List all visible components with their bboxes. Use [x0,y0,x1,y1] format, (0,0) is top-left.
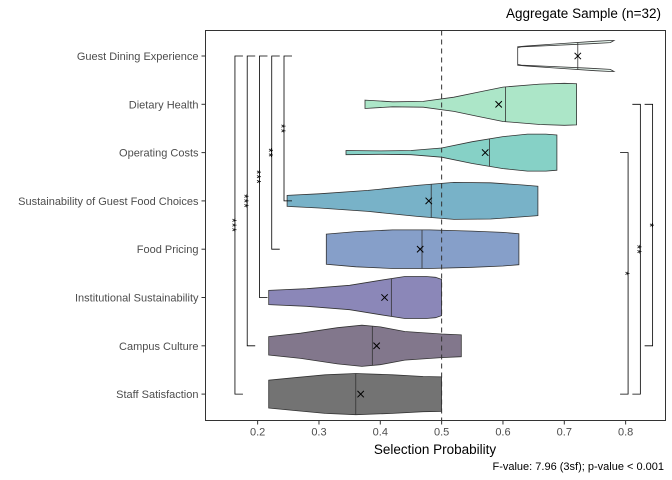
chart-caption: F-value: 7.96 (3sf); p-value < 0.001 [492,461,664,473]
y-axis: Guest Dining Experience Dietary Health Ope… [18,51,206,401]
y-tick-label: Institutional Sustainability [75,293,199,305]
x-tick-label: 0.6 [495,427,510,439]
violin-shape [325,229,520,269]
violin-shape [268,373,442,416]
significance-bracket-0: *** [225,55,243,395]
violin-shape [286,181,539,220]
significance-label: *** [249,170,263,184]
significance-label: ** [274,124,288,134]
violin-shape [345,133,558,172]
significance-bracket-5: * [618,152,632,395]
x-tick-label: 0.3 [311,427,326,439]
y-tick-label: Food Pricing [137,244,199,256]
significance-bracket-3: ** [262,55,280,250]
violin-group-4 [325,229,520,269]
significance-bracket-7: * [642,103,656,347]
y-tick-label: Staff Satisfaction [116,389,198,401]
violin-group-5 [268,276,442,319]
significance-bracket-4: ** [274,55,293,202]
significance-bracket-1: *** [237,55,256,347]
y-tick-label: Campus Culture [119,341,198,353]
violin-group-6 [268,324,462,367]
violin-shape [364,82,577,126]
violin-group-3 [286,181,539,220]
x-tick-label: 0.4 [373,427,388,439]
plot-panel [205,30,666,421]
bracket-line [632,103,641,395]
bracket-line [644,103,654,347]
violin-group-7 [268,373,442,416]
bracket-line [620,152,629,395]
bracket-line [259,55,268,298]
x-tick-label: 0.8 [618,427,633,439]
violin-mean-marker [416,245,424,253]
violin-mean-marker [481,149,489,157]
bracket-line [246,55,256,347]
y-tick-label: Guest Dining Experience [77,51,199,63]
significance-layer: ***************** [225,55,656,395]
y-tick-label: Dietary Health [129,99,199,111]
significance-label: * [618,271,632,276]
bracket-line [283,55,293,202]
violin-mean-marker [357,390,365,398]
x-tick-label: 0.5 [434,427,449,439]
violins-layer [268,40,616,416]
violin-mean-marker [574,52,582,60]
significance-bracket-6: ** [630,103,644,395]
violin-group-2 [345,133,558,172]
violin-mean-marker [373,342,381,350]
y-tick-label: Sustainability of Guest Food Choices [18,196,199,208]
bracket-line [234,55,243,395]
significance-label: * [642,223,656,228]
violin-shape [268,276,442,319]
x-axis-label: Selection Probability [374,442,497,457]
violin-shape [268,324,462,367]
significance-label: *** [225,218,239,232]
significance-label: *** [237,194,251,208]
chart-title: Aggregate Sample (n=32) [506,6,661,21]
violin-shape [517,40,616,72]
x-axis: 0.2 0.3 0.4 0.5 0.6 0.7 0.8 [250,420,633,439]
significance-bracket-2: *** [249,55,268,298]
x-tick-label: 0.7 [557,427,572,439]
violin-mean-marker [381,293,389,302]
violin-mean-marker [425,197,433,205]
violin-mean-marker [495,100,503,108]
y-tick-label: Operating Costs [119,148,199,160]
significance-label: ** [262,148,276,158]
violin-group-1 [364,82,577,126]
violin-group-0 [517,40,616,72]
significance-label: ** [630,245,644,255]
bracket-line [271,55,280,250]
x-tick-label: 0.2 [250,427,265,439]
